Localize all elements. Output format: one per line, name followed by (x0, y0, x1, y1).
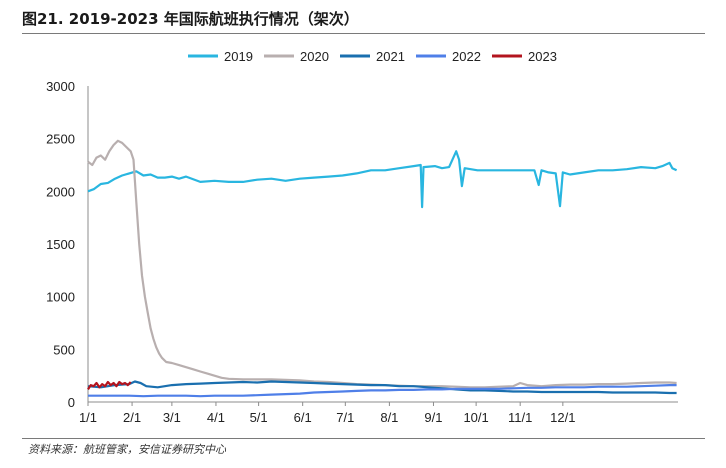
top-divider (22, 33, 705, 34)
x-tick-label: 5/1 (250, 410, 268, 425)
plot-area (87, 139, 678, 398)
chart-title: 图21. 2019-2023 年国际航班执行情况（架次） (22, 10, 359, 28)
x-tick-label: 3/1 (163, 410, 181, 425)
x-tick-label: 8/1 (380, 410, 398, 425)
series-line-2021 (87, 380, 677, 395)
x-tick-label: 10/1 (463, 410, 488, 425)
legend-label-2019: 2019 (224, 49, 253, 64)
x-tick-label: 7/1 (336, 410, 354, 425)
legend-label-2022: 2022 (452, 49, 481, 64)
x-tick-label: 6/1 (294, 410, 312, 425)
x-tick-label: 12/1 (550, 410, 575, 425)
chart-legend: 2019 2020 2021 2022 2023 (188, 49, 557, 64)
y-tick-label: 2000 (46, 184, 75, 199)
legend-label-2021: 2021 (376, 49, 405, 64)
line-chart: 2019 2020 2021 2022 2023 0 500 1000 1500 2000 250… (46, 49, 678, 425)
x-tick-label: 1/1 (79, 410, 97, 425)
x-tick-label: 9/1 (424, 410, 442, 425)
y-tick-label: 1500 (46, 237, 75, 252)
y-tick-label: 0 (68, 395, 75, 410)
y-axis: 0 500 1000 1500 2000 2500 3000 (46, 79, 89, 410)
y-tick-label: 500 (53, 342, 75, 357)
x-axis: 1/1 2/1 3/1 4/1 5/1 6/1 7/1 8/1 9/1 10/1 11/1 12/1 (79, 401, 678, 425)
x-tick-label: 2/1 (123, 410, 141, 425)
series-line-2020 (87, 139, 677, 389)
series-line-2019 (87, 150, 678, 209)
legend-label-2020: 2020 (300, 49, 329, 64)
series-line-2023 (87, 380, 132, 391)
y-tick-label: 2500 (46, 132, 75, 147)
y-tick-label: 1000 (46, 290, 75, 305)
legend-label-2023: 2023 (528, 49, 557, 64)
series-line-2022 (88, 384, 677, 398)
bottom-divider (22, 438, 705, 439)
x-tick-label: 4/1 (207, 410, 225, 425)
source-note: 资料来源：航班管家，安信证券研究中心 (28, 443, 226, 456)
y-tick-label: 3000 (46, 79, 75, 94)
x-tick-label: 11/1 (508, 410, 532, 425)
